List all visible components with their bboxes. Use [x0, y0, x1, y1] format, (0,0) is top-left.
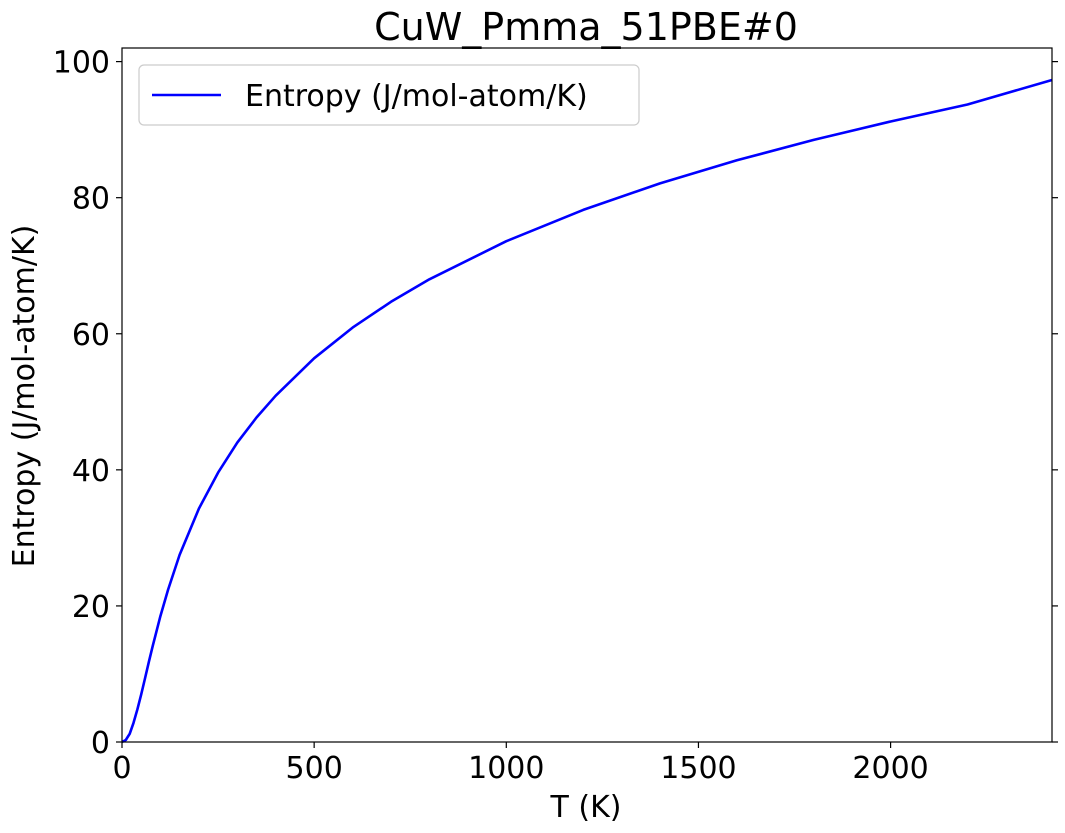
y-tick-label: 40	[72, 454, 110, 489]
y-tick-label: 60	[72, 318, 110, 353]
legend-label: Entropy (J/mol-atom/K)	[245, 79, 588, 114]
chart-title: CuW_Pmma_51PBE#0	[374, 5, 798, 49]
x-tick-label: 1500	[660, 751, 736, 786]
x-tick-label: 500	[286, 751, 343, 786]
y-axis-label: Entropy (J/mol-atom/K)	[7, 225, 42, 568]
y-tick-label: 20	[72, 590, 110, 625]
x-tick-label: 0	[112, 751, 131, 786]
x-tick-label: 1000	[468, 751, 544, 786]
plot-area: 0 500 1000 1500 2000 0 20 40 60 80 100 Entropy (J/m…	[53, 46, 1058, 786]
y-tick-label: 0	[91, 726, 110, 761]
y-tick-label: 80	[72, 182, 110, 217]
legend-box	[138, 64, 640, 126]
y-tick-label: 100	[53, 46, 110, 81]
axes-frame	[121, 47, 1053, 743]
x-axis-label: T (K)	[550, 790, 622, 825]
x-tick-label: 2000	[852, 751, 928, 786]
series-line-0	[121, 78, 1053, 744]
